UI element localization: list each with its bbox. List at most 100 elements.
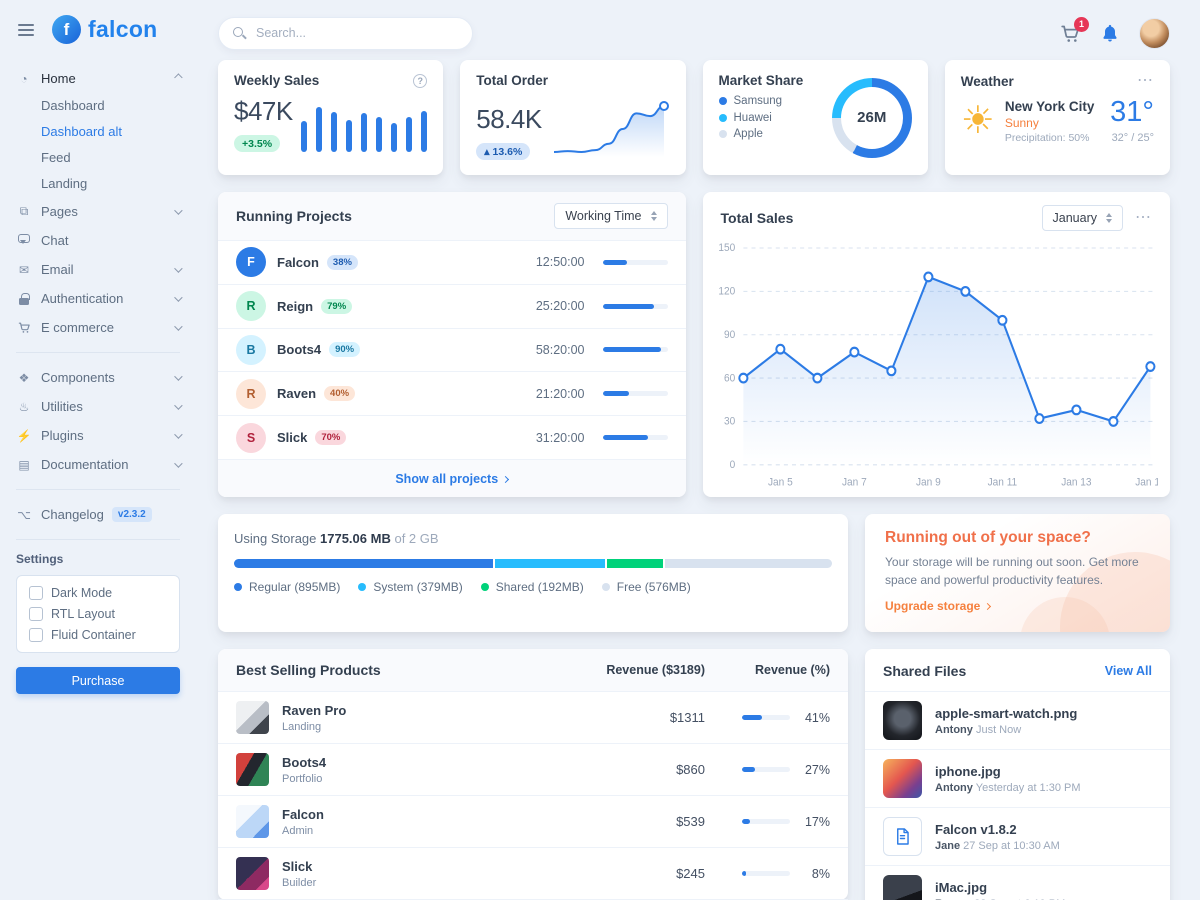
product-name-link[interactable]: Falcon — [282, 806, 324, 822]
sidebar-item-plugins[interactable]: ⚡ Plugins — [16, 421, 183, 450]
chevron-down-icon — [174, 429, 183, 439]
purchase-button[interactable]: Purchase — [16, 667, 180, 694]
file-meta: Antony Just Now — [935, 724, 1077, 736]
sidebar-item-chat[interactable]: Chat — [16, 226, 180, 255]
file-thumbnail — [883, 875, 922, 900]
settings-heading: Settings — [16, 552, 64, 566]
sidebar-item-landing[interactable]: Landing — [41, 176, 88, 191]
working-time-select[interactable]: Working Time — [554, 203, 668, 229]
file-name-link[interactable]: Falcon v1.8.2 — [935, 821, 1017, 837]
space-description: Your storage will be running out soon. G… — [885, 555, 1139, 587]
file-author-link[interactable]: Antony — [935, 781, 973, 794]
project-list: F Falcon 38% 12:50:00 R Reign 79% 25:20:00 B Boot… — [218, 241, 686, 460]
legend-dot — [358, 583, 367, 591]
sidebar-item-pages[interactable]: ⧉ Pages — [16, 197, 183, 226]
product-percent: 27% — [804, 762, 830, 777]
panel-title: Total Sales — [720, 210, 794, 226]
project-progress-bar — [602, 347, 668, 353]
storage-segment — [495, 559, 606, 568]
svg-text:90: 90 — [724, 330, 735, 341]
weather-card: Weather ⋯ ☀ New York City Sunny Precipit… — [944, 60, 1170, 175]
project-name-link[interactable]: Reign — [277, 298, 314, 314]
sidebar-item-dashboard-alt[interactable]: Dashboard alt — [41, 124, 122, 139]
svg-text:Jan 5: Jan 5 — [768, 477, 793, 488]
cart-icon[interactable]: 1 — [1060, 16, 1089, 44]
market-share-donut: 26M — [831, 77, 912, 158]
brand-logo[interactable]: f falcon — [52, 15, 158, 44]
file-author-link[interactable]: Rowen — [935, 898, 971, 900]
fluid-container-checkbox[interactable] — [29, 628, 43, 642]
legend-dot — [480, 583, 489, 591]
setting-dark-mode[interactable]: Dark Mode — [29, 586, 167, 600]
file-time: 23 Sep at 6:10 PM — [971, 898, 1065, 900]
sidebar-item-dashboard[interactable]: Dashboard — [41, 98, 105, 113]
file-row: Falcon v1.8.2 Jane 27 Sep at 10:30 AM — [865, 808, 1170, 866]
sort-carets-icon — [1106, 213, 1112, 223]
sidebar-item-feed[interactable]: Feed — [41, 150, 71, 165]
project-time: 21:20:00 — [535, 386, 585, 401]
sidebar-item-home[interactable]: ◔ Home — [16, 64, 183, 93]
product-name-link[interactable]: Slick — [282, 858, 313, 874]
project-avatar: S — [236, 422, 266, 453]
file-row: iMac.jpg Rowen 23 Sep at 6:10 PM — [865, 866, 1170, 900]
rtl-layout-checkbox[interactable] — [29, 607, 43, 621]
chevron-down-icon — [174, 321, 183, 331]
search-input[interactable] — [256, 26, 458, 40]
sidebar-item-components[interactable]: ❖ Components — [16, 363, 183, 392]
storage-segment — [665, 559, 832, 568]
topbar: 1 — [218, 11, 1170, 55]
user-avatar[interactable] — [1139, 17, 1170, 49]
sidebar-item-email[interactable]: ✉ Email — [16, 255, 183, 284]
product-revenue: $1311 — [669, 710, 705, 725]
setting-label: RTL Layout — [51, 607, 115, 621]
file-name-link[interactable]: iMac.jpg — [935, 879, 988, 895]
project-avatar: F — [236, 247, 266, 278]
storage-used: 1775.06 MB — [320, 531, 391, 546]
project-name-link[interactable]: Falcon — [277, 254, 319, 270]
view-all-link[interactable]: View All — [1104, 664, 1152, 678]
more-menu-icon[interactable]: ⋯ — [1135, 209, 1152, 226]
more-menu-icon[interactable]: ⋯ — [1137, 72, 1154, 89]
weather-temperature: 31° — [1110, 96, 1154, 128]
help-icon[interactable]: ? — [413, 73, 428, 88]
sidebar-item-label: Documentation — [41, 457, 129, 472]
dark-mode-checkbox[interactable] — [29, 586, 43, 600]
notifications-bell-icon[interactable] — [1100, 23, 1120, 43]
space-title: Running out of your space? — [885, 529, 1091, 546]
sidebar-nav: ◔ Home Dashboard Dashboard alt Feed Landing ⧉ P… — [16, 64, 183, 529]
column-header-percent: Revenue (%) — [754, 663, 830, 677]
project-time: 58:20:00 — [535, 342, 585, 357]
kpi-row: Weekly Sales ? $47K +3.5% Total Order 58… — [218, 60, 1170, 175]
show-all-projects-link[interactable]: Show all projects — [395, 472, 510, 486]
sidebar-item-e-commerce[interactable]: E commerce — [16, 313, 183, 342]
project-progress-badge: 70% — [315, 430, 347, 446]
sidebar-item-changelog[interactable]: ⌥ Changelog v2.3.2 — [16, 500, 180, 529]
total-sales-card: Total Sales January ⋯ 0 30 60 90 120 150 Jan 5… — [702, 192, 1170, 497]
product-name-link[interactable]: Raven Pro — [282, 702, 347, 718]
file-name-link[interactable]: apple-smart-watch.png — [935, 705, 1078, 721]
sidebar-item-authentication[interactable]: Authentication — [16, 284, 183, 313]
file-author-link[interactable]: Antony — [935, 723, 973, 736]
file-meta: Rowen 23 Sep at 6:10 PM — [935, 898, 1065, 900]
upgrade-space-card: Running out of your space? Your storage … — [865, 514, 1170, 632]
hamburger-menu-icon[interactable] — [16, 21, 36, 39]
total-order-badge: ▴ 13.6% — [476, 143, 531, 160]
month-select[interactable]: January — [1041, 205, 1123, 231]
sidebar-item-label: Home — [41, 71, 76, 86]
product-progress-bar — [742, 767, 790, 772]
sidebar-item-documentation[interactable]: ▤ Documentation — [16, 450, 183, 479]
project-avatar: R — [236, 378, 266, 409]
product-name-link[interactable]: Boots4 — [282, 754, 327, 770]
version-badge: v2.3.2 — [111, 507, 152, 522]
upgrade-storage-link[interactable]: Upgrade storage — [885, 599, 992, 613]
setting-rtl-layout[interactable]: RTL Layout — [29, 607, 167, 621]
file-author-link[interactable]: Jane — [935, 839, 961, 852]
setting-fluid-container[interactable]: Fluid Container — [29, 628, 167, 642]
project-name-link[interactable]: Raven — [277, 386, 317, 402]
search-box[interactable] — [218, 16, 473, 50]
project-name-link[interactable]: Boots4 — [277, 342, 322, 358]
sidebar-item-utilities[interactable]: ♨ Utilities — [16, 392, 183, 421]
project-time: 31:20:00 — [535, 430, 585, 445]
file-name-link[interactable]: iphone.jpg — [935, 763, 1001, 779]
project-name-link[interactable]: Slick — [277, 430, 308, 446]
